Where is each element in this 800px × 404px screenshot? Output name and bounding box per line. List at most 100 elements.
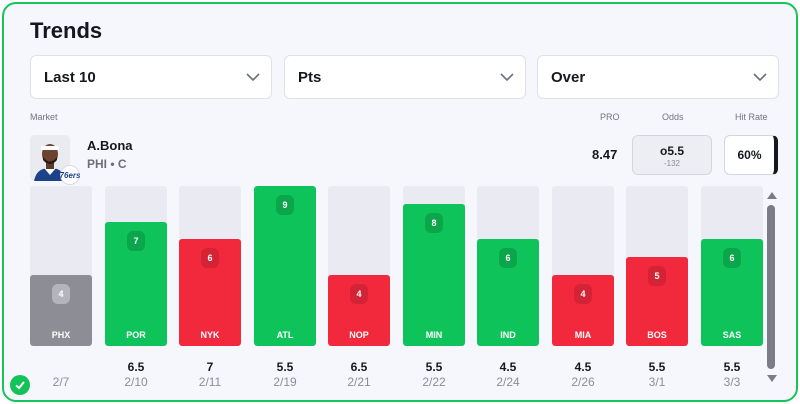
bar-ind: 6 IND: [477, 239, 539, 346]
opponent-label: IND: [500, 330, 516, 340]
direction-dropdown-label: Over: [551, 69, 586, 86]
chevron-down-icon: [246, 73, 260, 82]
player-name[interactable]: A.Bona: [87, 138, 133, 153]
stat-dropdown-label: Pts: [298, 69, 322, 86]
odds-line: o5.5: [659, 144, 684, 158]
opponent-label: ATL: [276, 330, 294, 340]
bar-track-mia[interactable]: 4 MIA: [552, 186, 614, 346]
bar-track-sas[interactable]: 6 SAS: [701, 186, 763, 346]
game-date: 2/26: [571, 375, 595, 389]
prop-line-value: [30, 360, 92, 374]
game-date: 2/19: [273, 375, 297, 389]
bar-min: 8 MIN: [403, 204, 465, 346]
stat-dropdown[interactable]: Pts: [284, 55, 526, 99]
bar-sas: 6 SAS: [701, 239, 763, 346]
hit-rate-header: Hit Rate: [735, 112, 768, 122]
odds-header: Odds: [662, 112, 684, 122]
prop-line-value: 5.5: [723, 360, 741, 374]
range-dropdown-label: Last 10: [44, 69, 96, 86]
prop-line-value: 5.5: [648, 360, 666, 374]
opponent-label: MIA: [574, 330, 592, 340]
pro-header: PRO: [600, 112, 620, 122]
bar-value-label: 7: [127, 231, 145, 251]
bar-track-bos[interactable]: 5 BOS: [626, 186, 688, 346]
bar-track-por[interactable]: 7 POR: [105, 186, 167, 346]
bar-bos: 5 BOS: [626, 257, 688, 346]
range-dropdown[interactable]: Last 10: [30, 55, 272, 99]
scrollbar-thumb[interactable]: [767, 205, 775, 369]
chevron-down-icon: [753, 73, 767, 82]
opponent-label: BOS: [647, 330, 667, 340]
chevron-down-icon: [500, 73, 514, 82]
game-date: 2/24: [496, 375, 520, 389]
game-date: 2/7: [52, 375, 70, 389]
bar-value-label: 6: [723, 248, 741, 268]
trend-bar-chart: 4 PHX 7 POR 6 NYK 9 ATL 4 NOP 8 MIN 6 IND 4 MIA 5 BOS 6 SAS: [30, 186, 763, 346]
game-meta: 5.5 3/1: [626, 360, 688, 389]
prop-line-value: 6.5: [350, 360, 368, 374]
scroll-down-icon[interactable]: [766, 374, 778, 384]
bar-track-ind[interactable]: 6 IND: [477, 186, 539, 346]
bar-atl: 9 ATL: [254, 186, 316, 346]
player-avatar: [30, 135, 70, 181]
market-header: Market: [30, 112, 58, 122]
bar-mia: 4 MIA: [552, 275, 614, 346]
bar-nyk: 6 NYK: [179, 239, 241, 346]
bar-value-label: 9: [276, 195, 294, 215]
bar-value-label: 6: [499, 248, 517, 268]
game-meta: 6.5 2/21: [328, 360, 390, 389]
panel-title: Trends: [30, 18, 103, 43]
bar-value-label: 5: [648, 266, 666, 286]
game-meta: 7 2/11: [179, 360, 241, 389]
hit-rate-badge: 60%: [724, 135, 778, 175]
game-meta: 2/7: [30, 360, 92, 389]
pro-value: 8.47: [592, 147, 618, 162]
bar-por: 7 POR: [105, 222, 167, 346]
game-meta: 4.5 2/26: [552, 360, 614, 389]
prop-line-value: 4.5: [574, 360, 592, 374]
check-icon: [10, 375, 30, 395]
bar-track-min[interactable]: 8 MIN: [403, 186, 465, 346]
direction-dropdown[interactable]: Over: [537, 55, 779, 99]
bar-track-nyk[interactable]: 6 NYK: [179, 186, 241, 346]
prop-line-value: 6.5: [127, 360, 145, 374]
game-meta: 5.5 2/19: [254, 360, 316, 389]
opponent-label: NOP: [349, 330, 369, 340]
game-date: 2/22: [422, 375, 446, 389]
bar-value-label: 8: [425, 213, 443, 233]
prop-line-value: 4.5: [499, 360, 517, 374]
bar-track-atl[interactable]: 9 ATL: [254, 186, 316, 346]
game-meta: 6.5 2/10: [105, 360, 167, 389]
bar-value-label: 4: [52, 284, 70, 304]
odds-price: -132: [663, 159, 680, 168]
opponent-label: PHX: [51, 330, 71, 340]
bar-phx: 4 PHX: [30, 275, 92, 346]
scroll-up-icon[interactable]: [766, 190, 778, 200]
bar-track-phx[interactable]: 4 PHX: [30, 186, 92, 346]
game-meta: 5.5 3/3: [701, 360, 763, 389]
prop-line-value: 5.5: [276, 360, 294, 374]
odds-button[interactable]: o5.5 -132: [632, 135, 712, 175]
opponent-label: NYK: [200, 330, 220, 340]
bar-value-label: 4: [350, 284, 368, 304]
player-team-position: PHI • C: [87, 157, 127, 171]
bar-value-label: 4: [574, 284, 592, 304]
team-logo-icon: 76ers: [60, 165, 80, 185]
game-meta: 5.5 2/22: [403, 360, 465, 389]
prop-line-value: 5.5: [425, 360, 443, 374]
bar-nop: 4 NOP: [328, 275, 390, 346]
prop-line-value: 7: [206, 360, 214, 374]
player-photo-icon: [30, 135, 70, 181]
opponent-label: SAS: [722, 330, 742, 340]
game-date: 3/3: [723, 375, 741, 389]
opponent-label: POR: [126, 330, 146, 340]
game-meta: 4.5 2/24: [477, 360, 539, 389]
bar-track-nop[interactable]: 4 NOP: [328, 186, 390, 346]
game-date: 2/11: [198, 375, 222, 389]
opponent-label: MIN: [425, 330, 443, 340]
bar-value-label: 6: [201, 248, 219, 268]
game-date: 2/10: [124, 375, 148, 389]
game-date: 2/21: [347, 375, 371, 389]
game-date: 3/1: [648, 375, 666, 389]
